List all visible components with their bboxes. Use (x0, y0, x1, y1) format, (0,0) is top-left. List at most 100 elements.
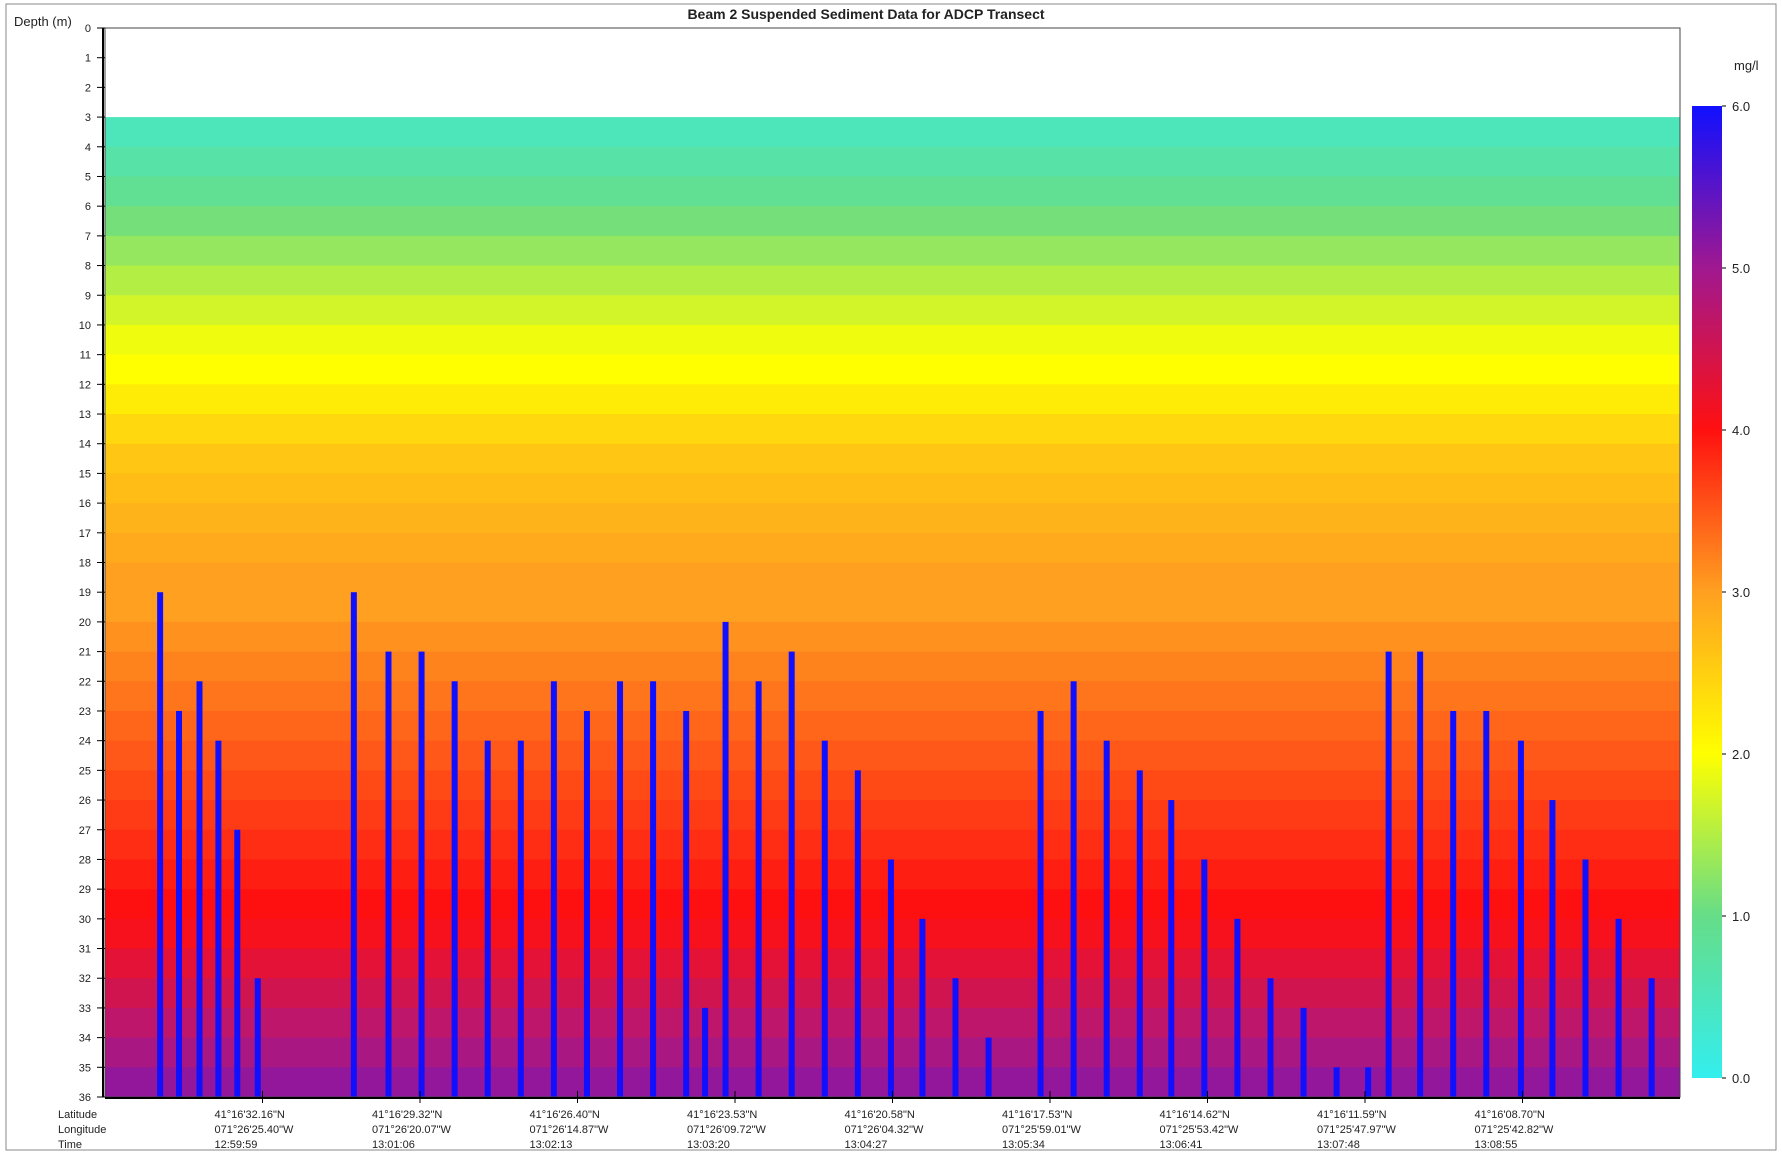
x-tick-label: 13:02:13 (530, 1139, 573, 1151)
heat-band (105, 592, 1680, 623)
heat-band (105, 324, 1680, 356)
streak (1582, 859, 1589, 1097)
y-tick-label: 34 (79, 1033, 91, 1045)
streak (484, 740, 491, 1097)
y-tick-label: 7 (85, 231, 91, 243)
streak (1417, 651, 1424, 1097)
colorbar (1692, 106, 1722, 1078)
x-tick-label: 13:03:20 (687, 1139, 730, 1151)
x-tick-label: 071°26'04.32"W (845, 1124, 925, 1136)
y-tick-label: 35 (79, 1062, 91, 1074)
y-tick-label: 0 (85, 23, 91, 35)
streak (1385, 651, 1392, 1097)
y-tick-label: 2 (85, 82, 91, 94)
y-tick-label: 31 (79, 944, 91, 956)
y-tick-label: 36 (79, 1092, 91, 1104)
streak (1037, 710, 1044, 1097)
y-tick-label: 28 (79, 854, 91, 866)
streak (755, 681, 762, 1097)
colorbar-tick-label: 3.0 (1732, 585, 1750, 600)
streak (854, 770, 861, 1097)
y-tick-label: 11 (80, 350, 91, 362)
x-tick-label: 41°16'14.62"N (1160, 1109, 1230, 1121)
heat-band (105, 532, 1680, 563)
heat-band (105, 770, 1680, 801)
x-tick-label: 071°26'09.72"W (687, 1124, 767, 1136)
heat-band (105, 473, 1680, 504)
streak (722, 621, 729, 1097)
y-tick-label: 29 (79, 884, 91, 896)
streak (1234, 918, 1241, 1097)
y-tick-label: 10 (79, 320, 91, 332)
y-tick-label: 13 (79, 409, 91, 421)
streak (215, 740, 222, 1097)
streak (1267, 978, 1274, 1097)
streak (683, 710, 690, 1097)
streak (418, 651, 425, 1097)
heat-band (105, 235, 1680, 267)
y-tick-label: 21 (79, 647, 91, 659)
heat-band (105, 503, 1680, 534)
streak (1333, 1067, 1340, 1097)
chart-title: Beam 2 Suspended Sediment Data for ADCP … (687, 6, 1044, 22)
y-tick-label: 24 (79, 736, 91, 748)
streak (254, 978, 261, 1097)
heat-band (105, 206, 1680, 237)
heat-band (105, 295, 1680, 326)
streak (550, 681, 557, 1097)
x-tick-label: 13:06:41 (1160, 1139, 1203, 1151)
streak (821, 740, 828, 1097)
streak (788, 651, 795, 1097)
y-tick-label: 4 (85, 142, 91, 154)
streak (1549, 800, 1556, 1097)
y-tick-label: 8 (85, 261, 91, 273)
y-tick-label: 32 (79, 973, 91, 985)
x-tick-label: 071°25'53.42"W (1160, 1124, 1240, 1136)
y-axis-label: Depth (m) (14, 14, 72, 29)
y-tick-label: 17 (79, 528, 91, 540)
x-tick-label: 071°26'20.07"W (372, 1124, 452, 1136)
y-tick-label: 27 (79, 825, 91, 837)
y-tick-label: 3 (85, 112, 91, 124)
streak (1615, 918, 1622, 1097)
heat-band (105, 265, 1680, 296)
x-tick-label: 12:59:59 (215, 1139, 258, 1151)
x-tick-label: 071°25'42.82"W (1475, 1124, 1555, 1136)
streak (196, 681, 203, 1097)
y-tick-label: 5 (85, 171, 91, 183)
heat-band (105, 443, 1680, 474)
x-row-label: Time (58, 1139, 82, 1151)
streak (385, 651, 392, 1097)
streak (1300, 1007, 1307, 1097)
heat-band (105, 829, 1680, 860)
streak (157, 592, 164, 1097)
y-tick-label: 1 (85, 53, 91, 65)
y-tick-label: 22 (79, 676, 91, 688)
colorbar-tick-label: 1.0 (1732, 909, 1750, 924)
heat-band (105, 681, 1680, 712)
x-tick-label: 13:01:06 (372, 1139, 415, 1151)
colorbar-label: mg/l (1734, 58, 1759, 73)
streak (952, 978, 959, 1097)
streak (702, 1007, 709, 1097)
x-tick-label: 13:08:55 (1475, 1139, 1518, 1151)
y-tick-label: 30 (79, 914, 91, 926)
heat-band (105, 740, 1680, 771)
streak (1483, 710, 1490, 1097)
streak (234, 829, 241, 1097)
heat-band (105, 354, 1680, 385)
y-tick-label: 23 (79, 706, 91, 718)
streak (1136, 770, 1143, 1097)
x-tick-label: 13:04:27 (845, 1139, 888, 1151)
streak (617, 681, 624, 1097)
colorbar-tick-label: 2.0 (1732, 747, 1750, 762)
x-tick-label: 41°16'32.16"N (215, 1109, 285, 1121)
heat-band (105, 414, 1680, 445)
streak (650, 681, 657, 1097)
x-tick-label: 41°16'20.58"N (845, 1109, 915, 1121)
streak (1168, 800, 1175, 1097)
streak (1450, 710, 1457, 1097)
heat-band (105, 384, 1680, 415)
y-tick-label: 12 (79, 379, 91, 391)
x-tick-label: 13:05:34 (1002, 1139, 1045, 1151)
